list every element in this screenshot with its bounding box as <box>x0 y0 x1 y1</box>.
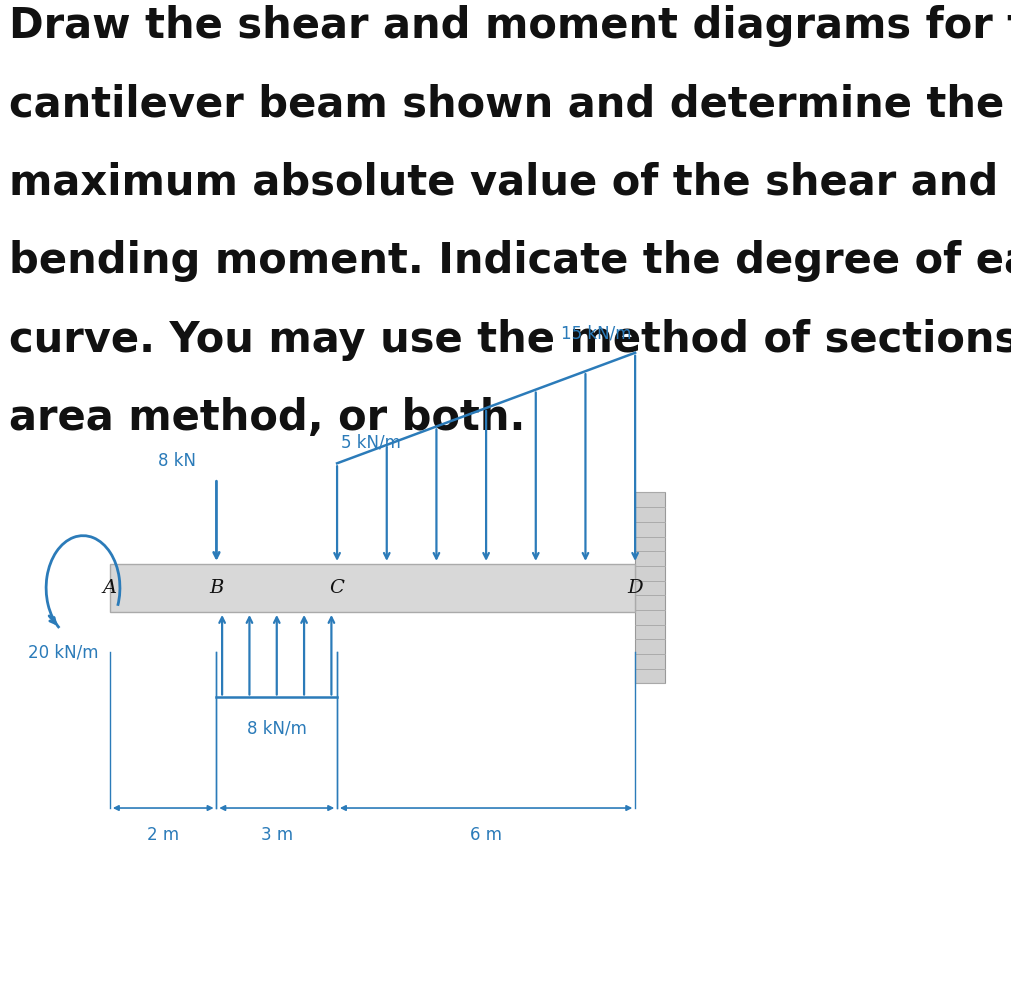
Text: bending moment. Indicate the degree of each: bending moment. Indicate the degree of e… <box>8 240 1011 282</box>
Text: 15 kN/m: 15 kN/m <box>560 325 631 343</box>
Text: maximum absolute value of the shear and: maximum absolute value of the shear and <box>8 162 997 204</box>
Text: curve. You may use the method of sections,: curve. You may use the method of section… <box>8 319 1011 361</box>
Text: cantilever beam shown and determine the: cantilever beam shown and determine the <box>8 83 1003 126</box>
Bar <box>110 564 635 612</box>
Text: A: A <box>103 579 117 597</box>
Text: Draw the shear and moment diagrams for the: Draw the shear and moment diagrams for t… <box>8 5 1011 47</box>
Text: 8 kN/m: 8 kN/m <box>247 720 306 738</box>
Text: 3 m: 3 m <box>261 826 292 844</box>
Bar <box>635 492 664 683</box>
Text: 5 kN/m: 5 kN/m <box>341 433 400 451</box>
Text: 6 m: 6 m <box>470 826 501 844</box>
Text: C: C <box>330 579 344 597</box>
Text: B: B <box>209 579 223 597</box>
Text: 20 kN/m: 20 kN/m <box>28 643 99 661</box>
Text: 2 m: 2 m <box>147 826 179 844</box>
Text: D: D <box>627 579 642 597</box>
Text: area method, or both.: area method, or both. <box>8 397 525 439</box>
Text: 8 kN: 8 kN <box>159 452 196 470</box>
